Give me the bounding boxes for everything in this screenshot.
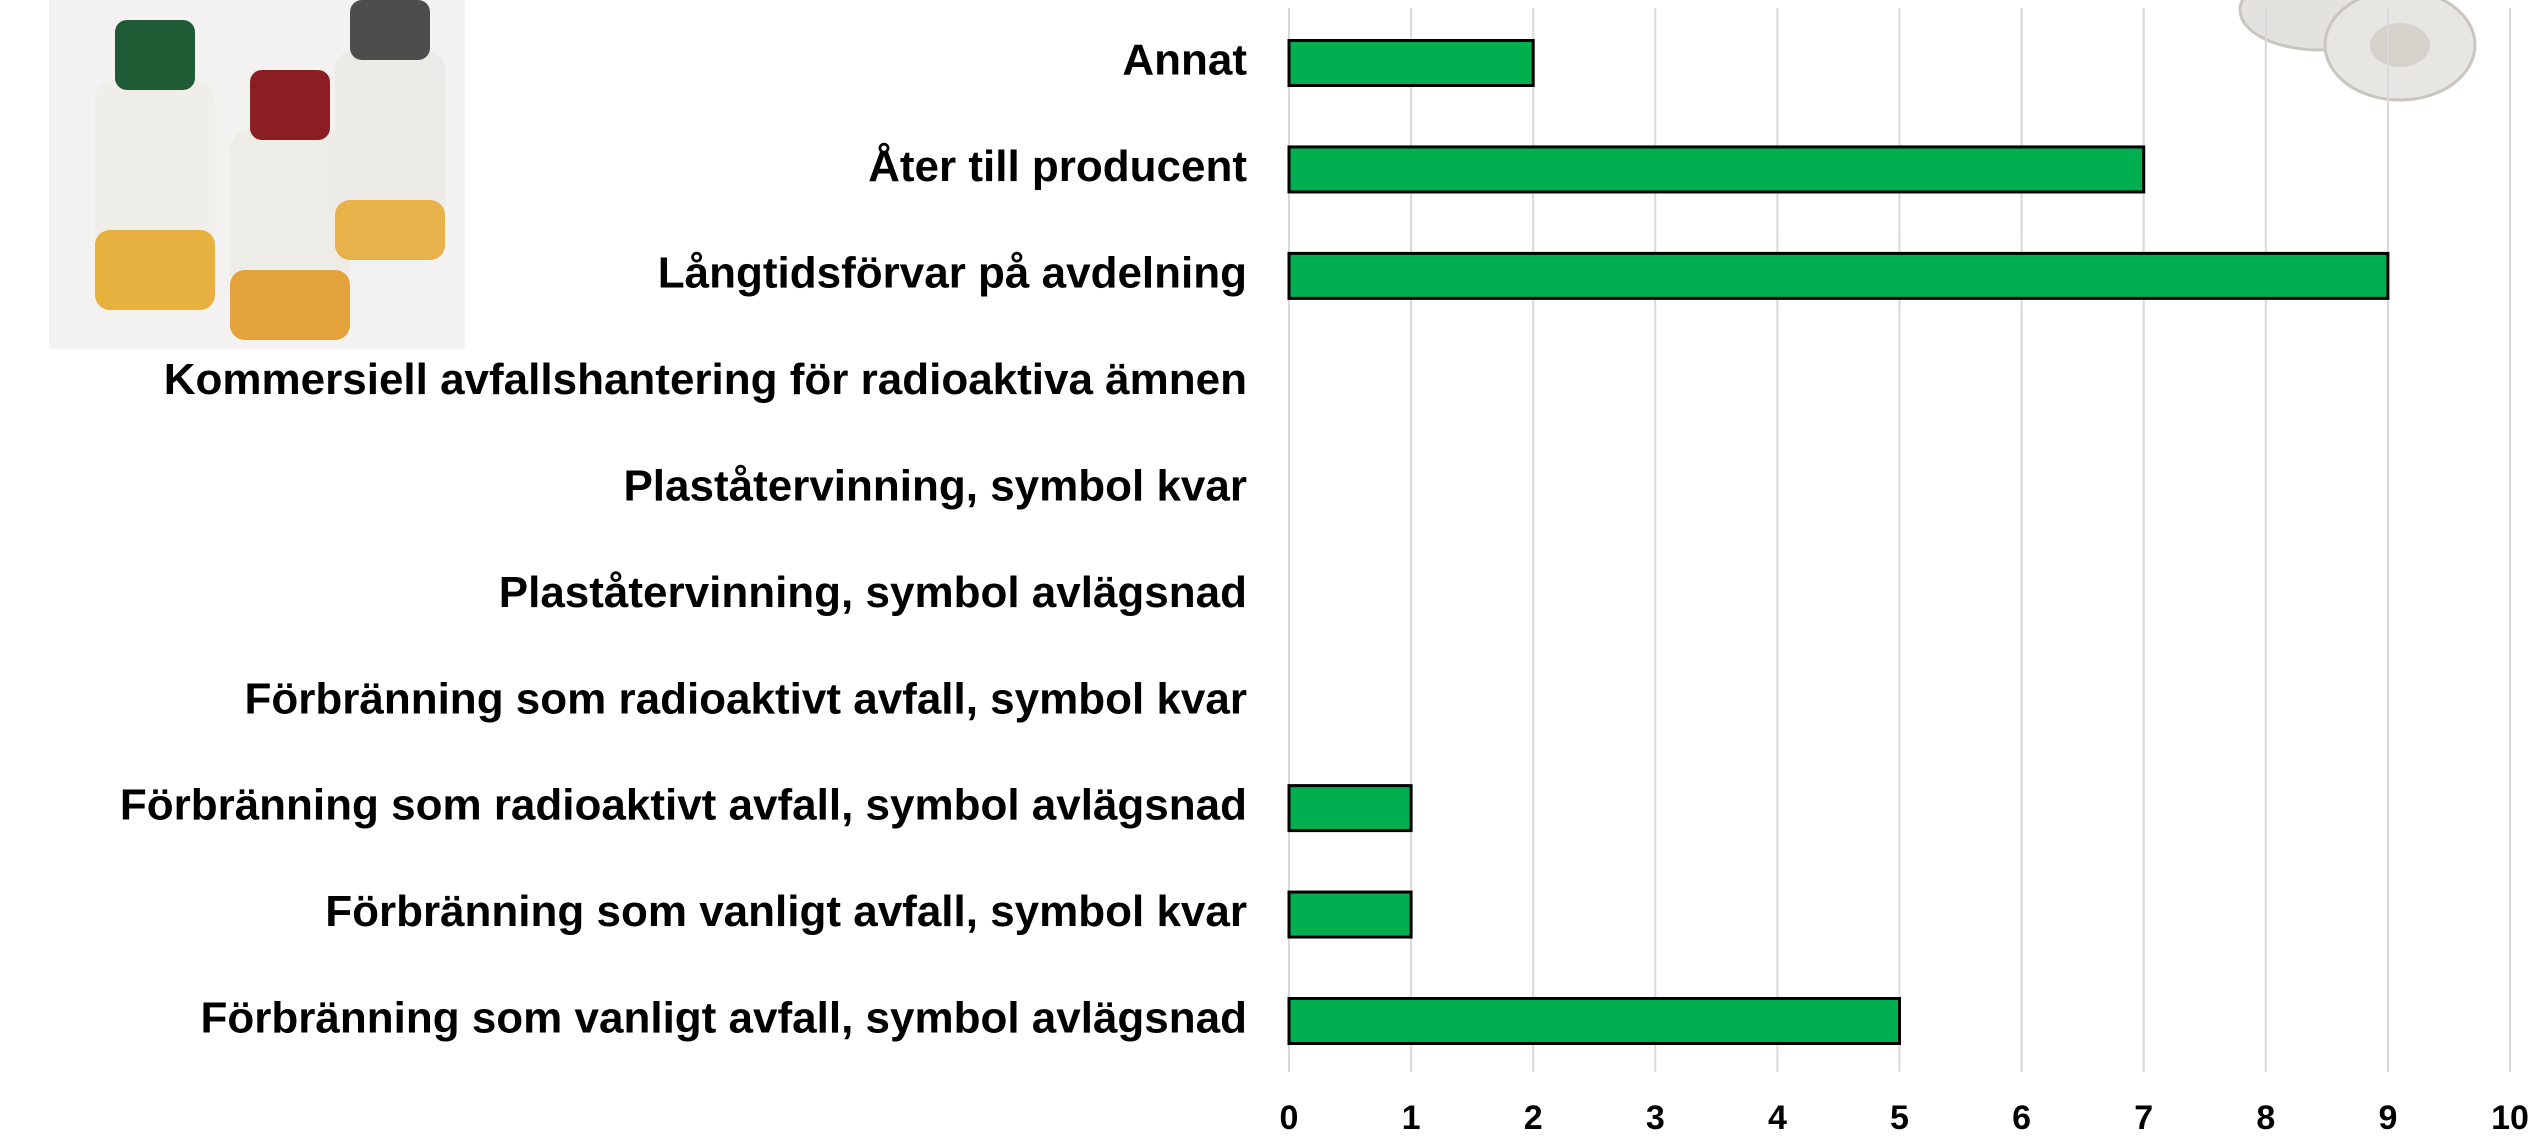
- y-tick-label: Långtidsförvar på avdelning: [658, 249, 1247, 298]
- bar: [1287, 784, 1413, 833]
- x-tick-label: 9: [2378, 1099, 2397, 1137]
- x-tick-label: 0: [1280, 1099, 1299, 1137]
- photo-discs: [2238, 0, 2477, 105]
- bar: [1287, 145, 2146, 194]
- y-tick-label: Plaståtervinning, symbol avlägsnad: [499, 568, 1247, 617]
- x-tick-label: 5: [1890, 1099, 1909, 1137]
- bar: [1287, 997, 1901, 1045]
- x-tick-label: 1: [1402, 1099, 1421, 1137]
- bar: [1287, 39, 1535, 87]
- photo-bottles: [49, 0, 465, 349]
- y-tick-label: Åter till producent: [868, 142, 1247, 191]
- x-tick-label: 3: [1646, 1099, 1665, 1137]
- y-tick-label: Plaståtervinning, symbol kvar: [623, 461, 1247, 510]
- bar: [1287, 890, 1413, 939]
- y-tick-label: Förbränning som radioaktivt avfall, symb…: [244, 674, 1247, 723]
- y-tick-label: Annat: [1122, 36, 1247, 85]
- x-tick-label: 8: [2256, 1099, 2275, 1137]
- x-tick-label: 2: [1524, 1099, 1543, 1137]
- x-tick-label: 4: [1768, 1099, 1787, 1137]
- y-tick-label: Förbränning som vanligt avfall, symbol a…: [201, 994, 1247, 1043]
- y-tick-label: Förbränning som radioaktivt avfall, symb…: [120, 781, 1247, 830]
- x-tick-label: 6: [2012, 1099, 2031, 1137]
- x-tick-label: 7: [2134, 1099, 2153, 1137]
- y-tick-label: Förbränning som vanligt avfall, symbol k…: [325, 887, 1247, 936]
- y-tick-label: Kommersiell avfallshantering för radioak…: [164, 355, 1247, 404]
- x-tick-label: 10: [2491, 1099, 2529, 1137]
- bar: [1287, 251, 2390, 300]
